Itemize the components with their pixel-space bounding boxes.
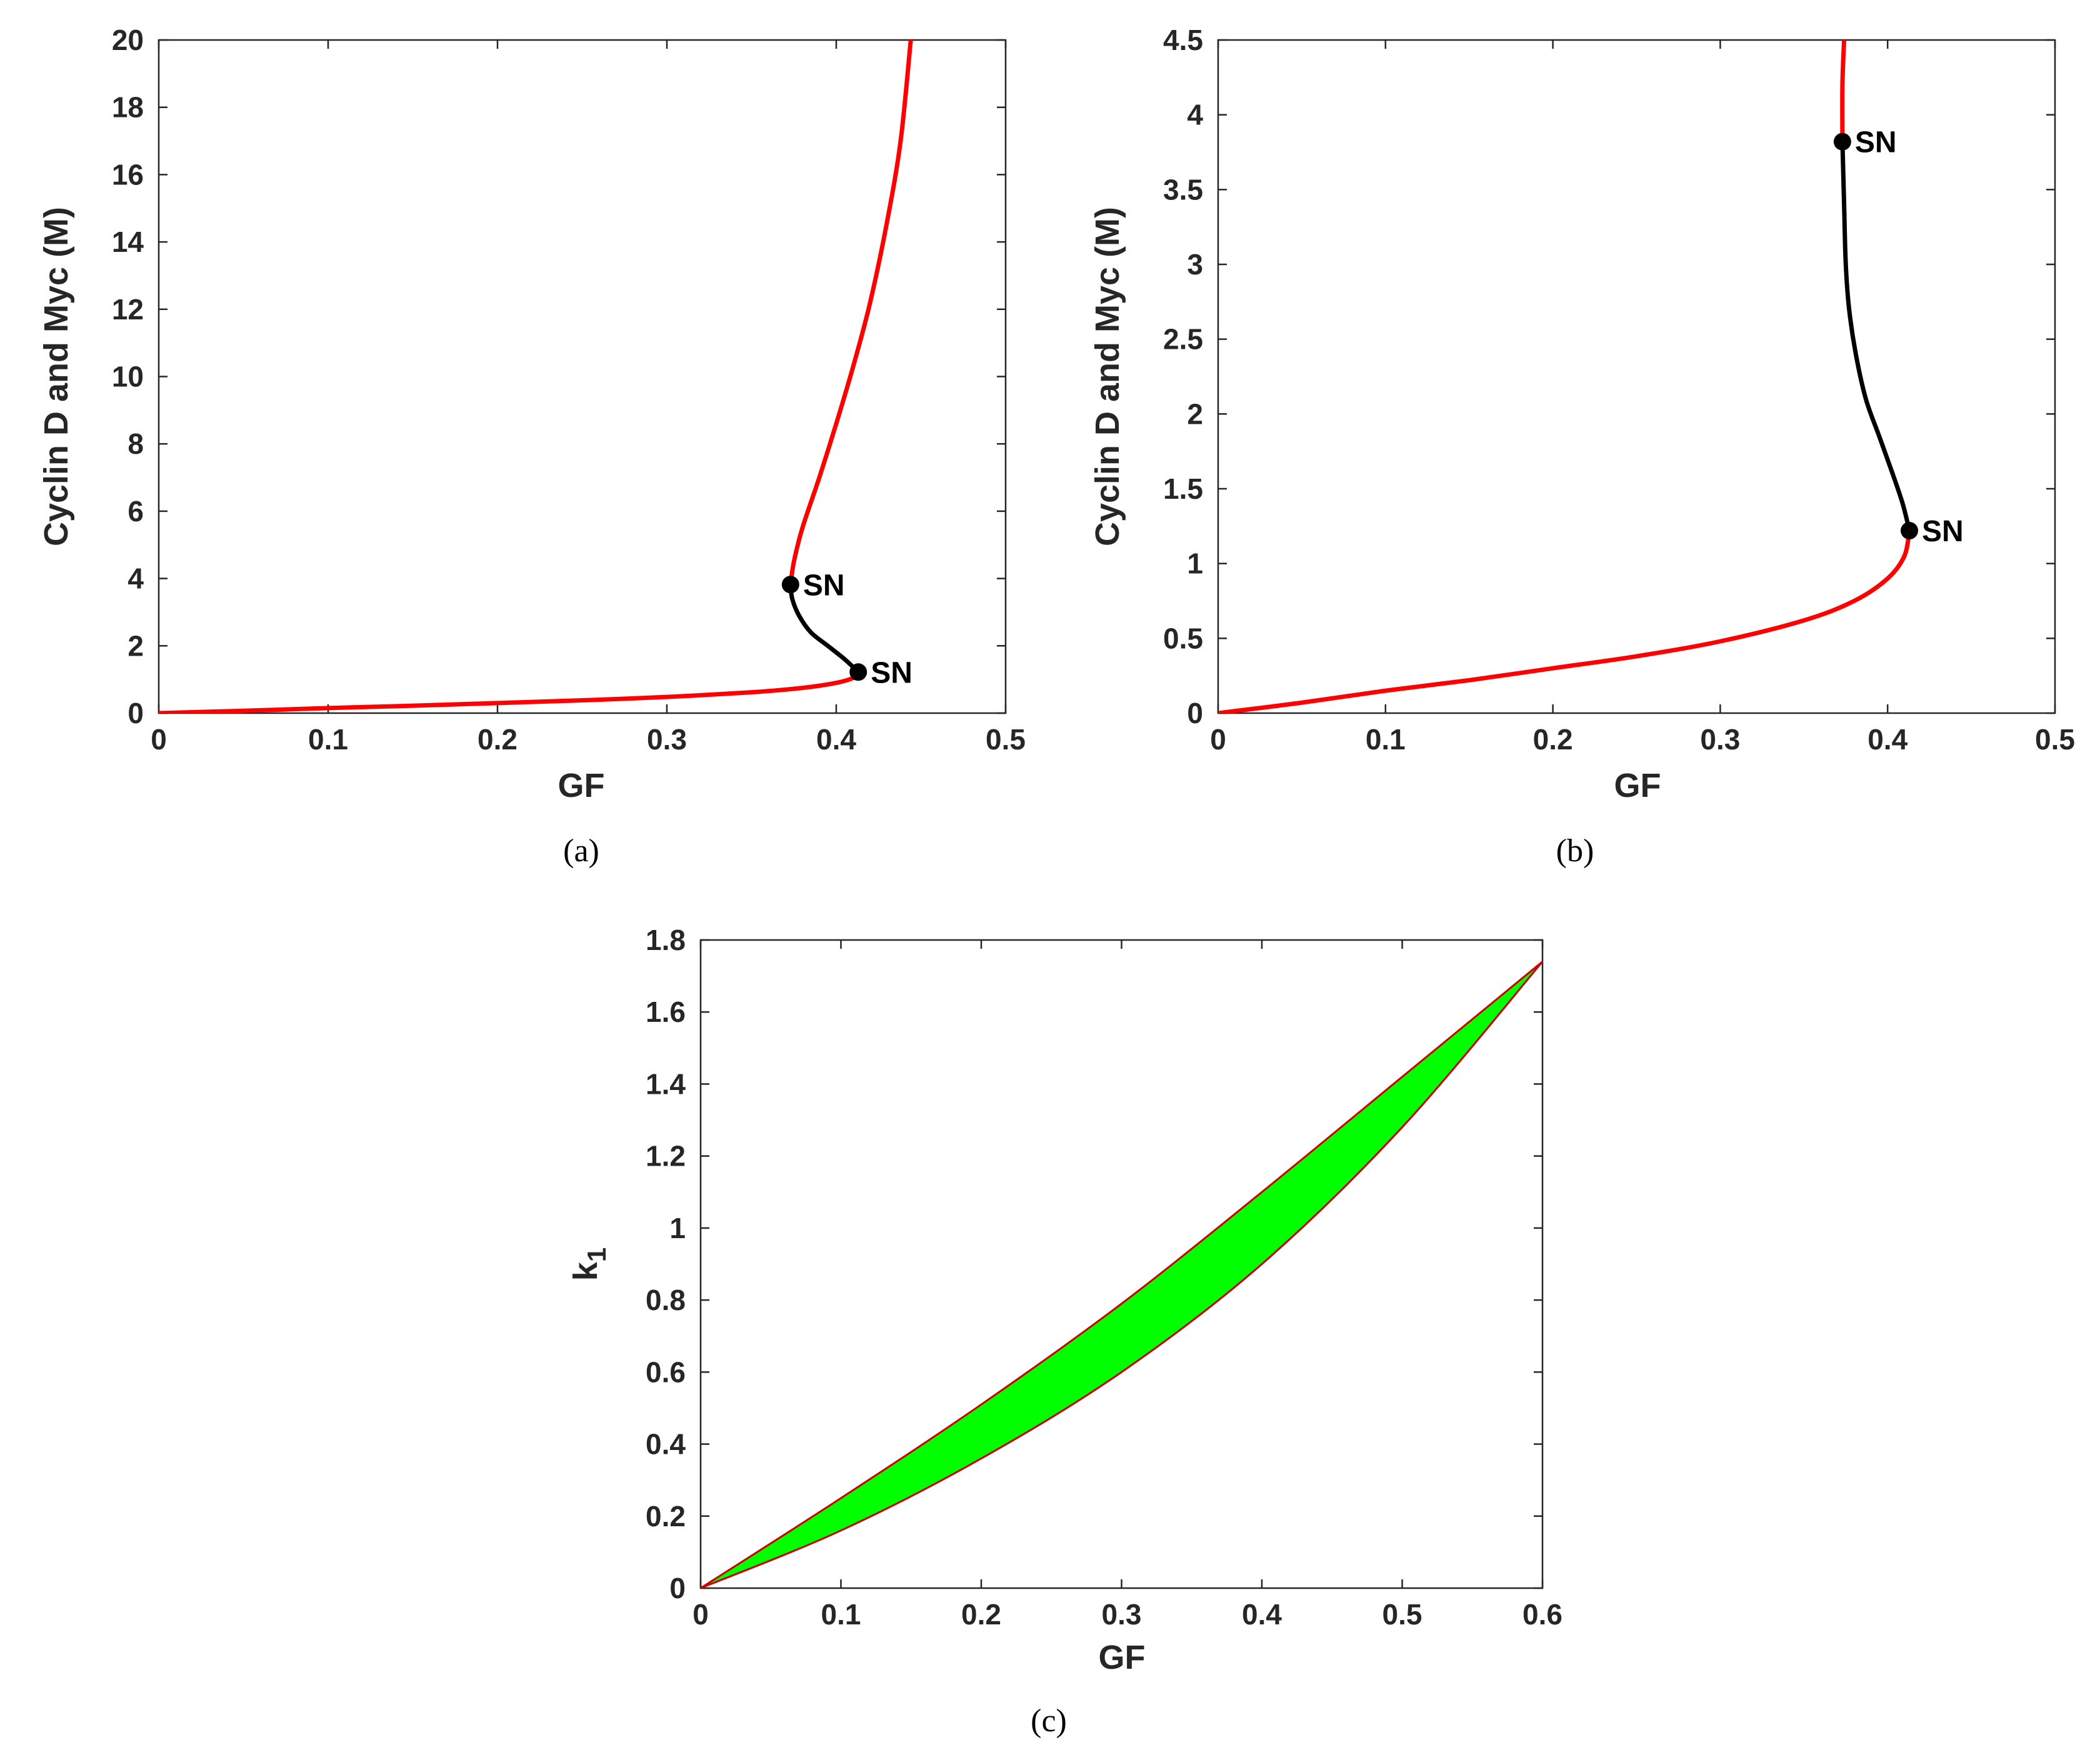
- y-tick-label: 12: [112, 293, 144, 326]
- y-tick-label: 1.6: [646, 996, 686, 1028]
- y-tick-label: 3.5: [1163, 173, 1203, 206]
- lower-boundary-line: [700, 961, 1544, 1589]
- y-tick-label: 16: [112, 158, 144, 191]
- saddle-node-label: SN: [1922, 515, 1964, 548]
- y-tick-label: 1.5: [1163, 472, 1203, 505]
- stable-branch-line: [788, 40, 913, 587]
- saddle-node-label: SN: [1855, 126, 1897, 159]
- x-tick-label: 0: [692, 1598, 709, 1631]
- y-tick-label: 4: [1187, 99, 1203, 131]
- x-tick-label: 0.4: [816, 723, 856, 756]
- saddle-node-marker: [1833, 132, 1851, 151]
- panel-b-bifurcation-diagram: 0 0.1 0.2 0.3 0.4 0.5 0 0.5 1 1.5 2 2.5 3 3.5 4 4.5 GF (b…: [1089, 24, 2075, 869]
- y-tick-label: 0.5: [1163, 622, 1203, 654]
- axes-frame: [699, 939, 1544, 1589]
- x-tick-label: 0.1: [821, 1598, 861, 1631]
- y-tick-label: 0: [128, 697, 144, 729]
- stable-branch-line: [1218, 528, 1912, 713]
- series-group: [1218, 40, 1912, 713]
- x-axis-label: GF: [1099, 1639, 1146, 1676]
- x-axis-label: GF: [558, 767, 605, 804]
- stable-branch-line: [159, 669, 861, 713]
- axes-frame: [158, 39, 1007, 714]
- x-tick-label: 0.1: [308, 723, 348, 756]
- x-tick-label: 0.2: [478, 723, 518, 756]
- y-tick-label: 1: [1187, 548, 1203, 580]
- saddle-node-marker: [781, 576, 799, 594]
- y-tick-label: 2: [128, 629, 144, 662]
- x-tick-label: 0.4: [1242, 1598, 1282, 1631]
- x-tick-label: 0: [151, 723, 167, 756]
- y-axis-label: k1: [567, 1248, 611, 1281]
- y-axis-label: Cyclin D and Myc (M): [1089, 207, 1126, 546]
- series-group: [159, 40, 913, 713]
- y-tick-label: 2.5: [1163, 323, 1203, 356]
- y-tick-label: 0.2: [646, 1500, 686, 1532]
- x-tick-label: 0.2: [1533, 723, 1573, 756]
- unstable-branch-line: [788, 582, 861, 674]
- saddle-node-marker: [849, 663, 868, 681]
- y-tick-label: 18: [112, 91, 144, 124]
- x-tick-label: 0.2: [961, 1598, 1001, 1631]
- y-tick-label: 8: [128, 428, 144, 460]
- panel-label: (b): [1556, 833, 1594, 869]
- panel-label: (a): [563, 833, 599, 869]
- y-tick-label: 0: [669, 1572, 686, 1604]
- x-tick-label: 0.3: [1102, 1598, 1142, 1631]
- stable-branch-line: [1840, 40, 1847, 144]
- panel-c-two-parameter-diagram: 0 0.1 0.2 0.3 0.4 0.5 0.6 0 0.2 0.4 0.6 0.8 1 1.2 1.4 1…: [567, 924, 1562, 1739]
- x-tick-label: 0.5: [2035, 723, 2075, 756]
- bistable-region: [701, 961, 1542, 1588]
- y-axis-label: Cyclin D and Myc (M): [38, 207, 75, 546]
- y-tick-label: 1: [669, 1212, 686, 1244]
- x-tick-label: 0.6: [1522, 1598, 1562, 1631]
- y-tick-label: 3: [1187, 248, 1203, 281]
- x-tick-label: 0.3: [647, 723, 687, 756]
- y-tick-label: 1.4: [646, 1068, 686, 1100]
- saddle-node-label: SN: [803, 569, 845, 602]
- x-tick-label: 0.5: [986, 723, 1026, 756]
- y-tick-label: 0: [1187, 697, 1203, 729]
- x-tick-label: 0.5: [1382, 1598, 1422, 1631]
- y-tick-label: 4.5: [1163, 24, 1203, 56]
- y-tick-label: 1.2: [646, 1140, 686, 1172]
- x-tick-label: 0.1: [1366, 723, 1406, 756]
- y-tick-label: 1.8: [646, 924, 686, 956]
- y-tick-label: 14: [112, 226, 144, 258]
- y-tick-label: 20: [112, 24, 144, 56]
- saddle-node-label: SN: [871, 656, 912, 689]
- saddle-node-marker: [1901, 522, 1919, 540]
- x-tick-label: 0.3: [1700, 723, 1740, 756]
- y-tick-label: 10: [112, 361, 144, 393]
- unstable-branch-line: [1840, 139, 1912, 533]
- panel-label: (c): [1031, 1703, 1067, 1739]
- y-tick-label: 6: [128, 495, 144, 528]
- x-tick-label: 0.4: [1868, 723, 1908, 756]
- axes-frame: [1217, 39, 2056, 714]
- y-axis-label-main: k: [567, 1261, 604, 1281]
- panel-a-bifurcation-diagram: 0 0.1 0.2 0.3 0.4 0.5 0 2 4 6 8 10 12 14 16 18 20 GF (a) Cy…: [38, 24, 1026, 869]
- y-tick-label: 0.4: [646, 1428, 686, 1461]
- x-axis-label: GF: [1614, 767, 1661, 804]
- upper-boundary-line: [700, 961, 1543, 1589]
- y-tick-label: 2: [1187, 398, 1203, 430]
- y-tick-label: 4: [128, 562, 144, 595]
- y-tick-label: 0.6: [646, 1356, 686, 1388]
- y-tick-label: 0.8: [646, 1284, 686, 1316]
- y-axis-label-sub: 1: [582, 1248, 611, 1262]
- x-tick-label: 0: [1210, 723, 1226, 756]
